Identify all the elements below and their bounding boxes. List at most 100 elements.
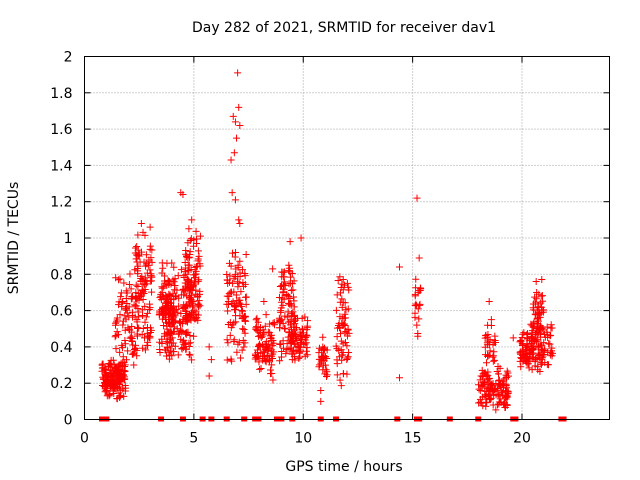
data-point <box>223 336 231 344</box>
data-point <box>268 350 276 358</box>
data-point <box>241 329 249 337</box>
data-point <box>133 352 141 360</box>
data-point <box>116 348 124 356</box>
data-point <box>123 300 131 308</box>
data-point <box>227 288 235 296</box>
data-point <box>225 259 233 267</box>
data-point <box>224 321 232 329</box>
data-point <box>112 274 120 282</box>
data-point <box>476 387 484 395</box>
data-point <box>279 301 287 309</box>
y-tick-label: 0.8 <box>50 267 72 283</box>
data-point <box>146 223 154 231</box>
data-point <box>319 333 327 341</box>
data-point <box>191 315 199 323</box>
data-point <box>276 317 284 325</box>
data-point <box>174 309 182 317</box>
data-point <box>415 315 423 323</box>
data-point <box>295 354 303 362</box>
data-point <box>499 391 507 399</box>
data-point <box>533 320 541 328</box>
data-point <box>548 349 556 357</box>
data-point <box>173 325 181 333</box>
data-point <box>174 351 182 359</box>
data-point <box>162 291 170 299</box>
data-point <box>281 325 289 333</box>
data-point <box>163 282 171 290</box>
data-point <box>289 286 297 294</box>
data-point <box>133 330 141 338</box>
data-point <box>240 343 248 351</box>
data-point <box>235 338 243 346</box>
data-point <box>277 308 285 316</box>
data-point <box>502 387 510 395</box>
data-point <box>285 345 293 353</box>
data-point <box>535 303 543 311</box>
y-tick-label: 0.2 <box>50 376 72 392</box>
data-point <box>119 321 127 329</box>
data-point <box>518 340 526 348</box>
data-point <box>280 344 288 352</box>
data-point <box>148 273 156 281</box>
data-point <box>547 321 555 329</box>
data-point <box>229 298 237 306</box>
data-point <box>268 355 276 363</box>
data-point <box>504 388 512 396</box>
data-point <box>239 325 247 333</box>
data-point <box>334 276 342 284</box>
data-point <box>269 336 277 344</box>
data-point <box>144 332 152 340</box>
data-point <box>100 375 108 383</box>
data-point <box>230 275 238 283</box>
data-point <box>266 320 274 328</box>
data-point <box>287 321 295 329</box>
data-point <box>224 339 232 347</box>
data-point <box>345 329 353 337</box>
data-point <box>518 334 526 342</box>
data-point <box>344 283 352 291</box>
data-point <box>479 379 487 387</box>
data-point <box>242 250 250 258</box>
data-point <box>282 350 290 358</box>
data-point <box>160 311 168 319</box>
data-point <box>252 316 260 324</box>
data-point <box>292 330 300 338</box>
data-point <box>257 349 265 357</box>
data-point <box>165 290 173 298</box>
data-point <box>185 342 193 350</box>
data-point <box>516 348 524 356</box>
data-point <box>286 279 294 287</box>
data-point <box>170 327 178 335</box>
data-point <box>192 286 200 294</box>
data-point <box>532 336 540 344</box>
data-point <box>143 309 151 317</box>
data-point <box>185 350 193 358</box>
data-point <box>297 339 305 347</box>
data-point <box>229 279 237 287</box>
data-point <box>141 281 149 289</box>
data-point <box>256 365 264 373</box>
data-point <box>106 391 114 399</box>
data-point <box>145 258 153 266</box>
data-point <box>135 252 143 260</box>
data-point <box>185 225 193 233</box>
data-point <box>127 333 135 341</box>
data-point <box>484 376 492 384</box>
data-point <box>223 300 231 308</box>
data-point <box>112 366 120 374</box>
data-point <box>489 353 497 361</box>
data-point <box>495 380 503 388</box>
data-point <box>113 328 121 336</box>
data-point <box>268 370 276 378</box>
data-point <box>118 341 126 349</box>
data-point <box>291 356 299 364</box>
data-point <box>264 328 272 336</box>
data-point <box>242 293 250 301</box>
data-point <box>143 269 151 277</box>
data-point <box>257 364 265 372</box>
data-point <box>336 376 344 384</box>
data-point <box>502 395 510 403</box>
data-point <box>128 338 136 346</box>
data-point <box>261 322 269 330</box>
